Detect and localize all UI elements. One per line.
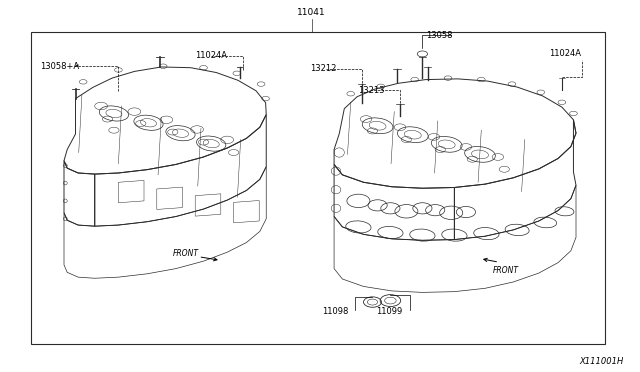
Text: 13213: 13213 — [358, 86, 385, 94]
Bar — [31, 32, 605, 344]
Text: 11099: 11099 — [376, 307, 403, 316]
Text: 13058: 13058 — [426, 31, 452, 40]
Text: X111001H: X111001H — [580, 357, 624, 366]
Text: 13212: 13212 — [310, 64, 337, 73]
Text: 13058+A: 13058+A — [40, 62, 79, 71]
Text: 11041: 11041 — [298, 8, 326, 17]
Text: FRONT: FRONT — [493, 266, 519, 275]
Text: 11024A: 11024A — [195, 51, 227, 60]
Text: FRONT: FRONT — [173, 249, 199, 258]
Text: 11098: 11098 — [322, 307, 348, 316]
Text: 11024A: 11024A — [549, 49, 581, 58]
